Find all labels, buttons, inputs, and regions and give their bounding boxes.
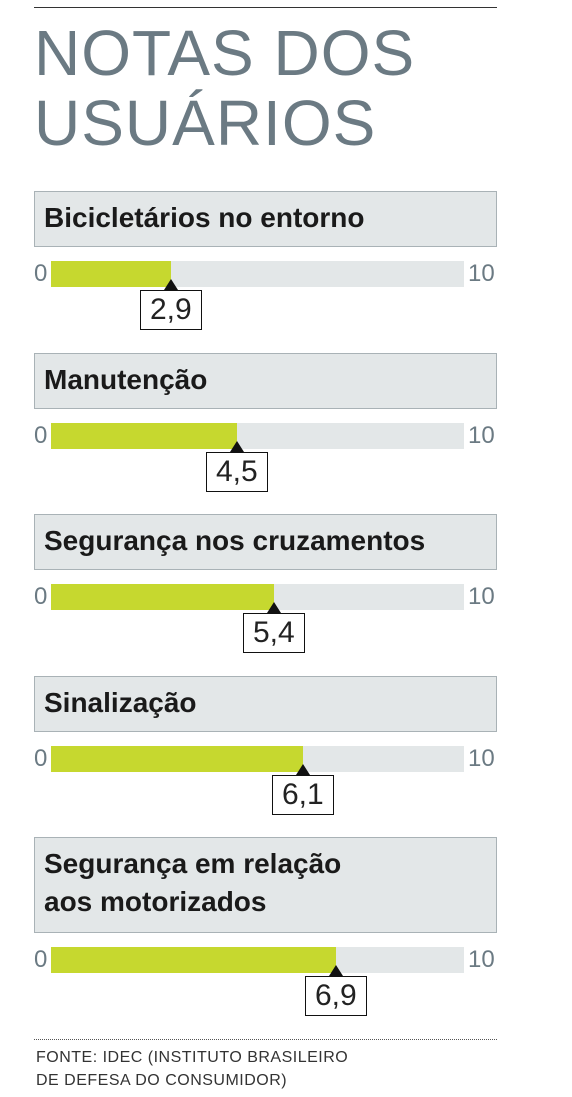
bar bbox=[51, 947, 336, 973]
footer-divider bbox=[34, 1039, 497, 1040]
tick-label-max: 10 bbox=[468, 422, 495, 449]
category-box bbox=[34, 837, 497, 933]
tick-label-min: 0 bbox=[34, 260, 48, 287]
tick-label-max: 10 bbox=[468, 583, 495, 610]
data-label: 2,9 bbox=[140, 290, 202, 330]
value-marker bbox=[164, 279, 178, 290]
title-line-1: NOTAS DOS bbox=[34, 17, 416, 89]
value-marker bbox=[329, 965, 343, 976]
title-line-2: USUÁRIOS bbox=[34, 87, 377, 159]
tick-label-min: 0 bbox=[34, 583, 48, 610]
bar bbox=[51, 423, 237, 449]
bar bbox=[51, 584, 274, 610]
chart-title: NOTAS DOS USUÁRIOS bbox=[34, 18, 504, 158]
bar-track bbox=[51, 746, 464, 772]
data-label: 6,9 bbox=[305, 976, 367, 1016]
source-note: FONTE: IDEC (INSTITUTO BRASILEIRO DE DEF… bbox=[36, 1049, 349, 1089]
tick-label-max: 10 bbox=[468, 745, 495, 772]
bar-track bbox=[51, 423, 464, 449]
value-marker bbox=[230, 441, 244, 452]
category-label: Segurança em relação aos motorizados bbox=[44, 848, 342, 917]
data-label: 4,5 bbox=[206, 452, 268, 492]
data-label: 5,4 bbox=[243, 613, 305, 653]
tick-label-min: 0 bbox=[34, 745, 48, 772]
category-box bbox=[34, 514, 497, 570]
top-rule bbox=[34, 7, 497, 8]
data-label: 6,1 bbox=[272, 775, 334, 815]
category-label: Segurança nos cruzamentos bbox=[44, 525, 426, 556]
category-box bbox=[34, 191, 497, 247]
tick-label-max: 10 bbox=[468, 946, 495, 973]
category-label: Bicicletários no entorno bbox=[44, 202, 365, 233]
value-marker bbox=[267, 602, 281, 613]
tick-label-min: 0 bbox=[34, 422, 48, 449]
bar-track bbox=[51, 261, 464, 287]
bar-track bbox=[51, 947, 464, 973]
bar-track bbox=[51, 584, 464, 610]
bar bbox=[51, 746, 303, 772]
bar bbox=[51, 261, 171, 287]
tick-label-max: 10 bbox=[468, 260, 495, 287]
value-marker bbox=[296, 764, 310, 775]
category-label: Manutenção bbox=[44, 364, 208, 395]
category-box bbox=[34, 676, 497, 732]
category-label: Sinalização bbox=[44, 687, 197, 718]
category-box bbox=[34, 353, 497, 409]
tick-label-min: 0 bbox=[34, 946, 48, 973]
